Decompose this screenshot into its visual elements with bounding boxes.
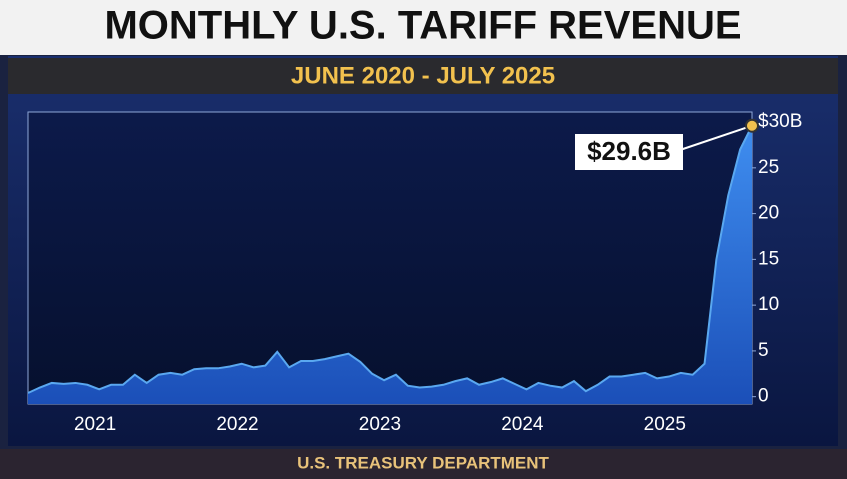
x-tick-label: 2025 [644,414,686,435]
y-tick-label: 15 [758,248,779,269]
label-box [575,134,683,170]
source-band [0,449,847,479]
data-label: $29.6B [587,136,671,166]
area [28,125,752,404]
y-tick-label: $30B [758,111,802,132]
y-tick-label: 20 [758,203,779,224]
line [27,125,753,394]
x-tick-label: 2023 [359,414,401,435]
point-marker [745,118,759,133]
x-tick-label: 2022 [216,414,258,435]
subtitle: JUNE 2020 - JULY 2025 [291,62,555,89]
y-tick-label: 25 [758,157,779,178]
chart-title: MONTHLY U.S. TARIFF REVENUE [104,4,741,48]
y-tick-label: 5 [758,340,769,361]
y-tick-label: 0 [758,386,769,407]
subtitle-bar [8,58,838,94]
title-banner [0,0,847,55]
x-tick-label: 2024 [501,414,544,435]
source: U.S. TREASURY DEPARTMENT [297,453,549,472]
x-tick-label: 2021 [74,414,116,435]
y-tick-label: 10 [758,294,779,315]
callout-line [679,124,753,151]
